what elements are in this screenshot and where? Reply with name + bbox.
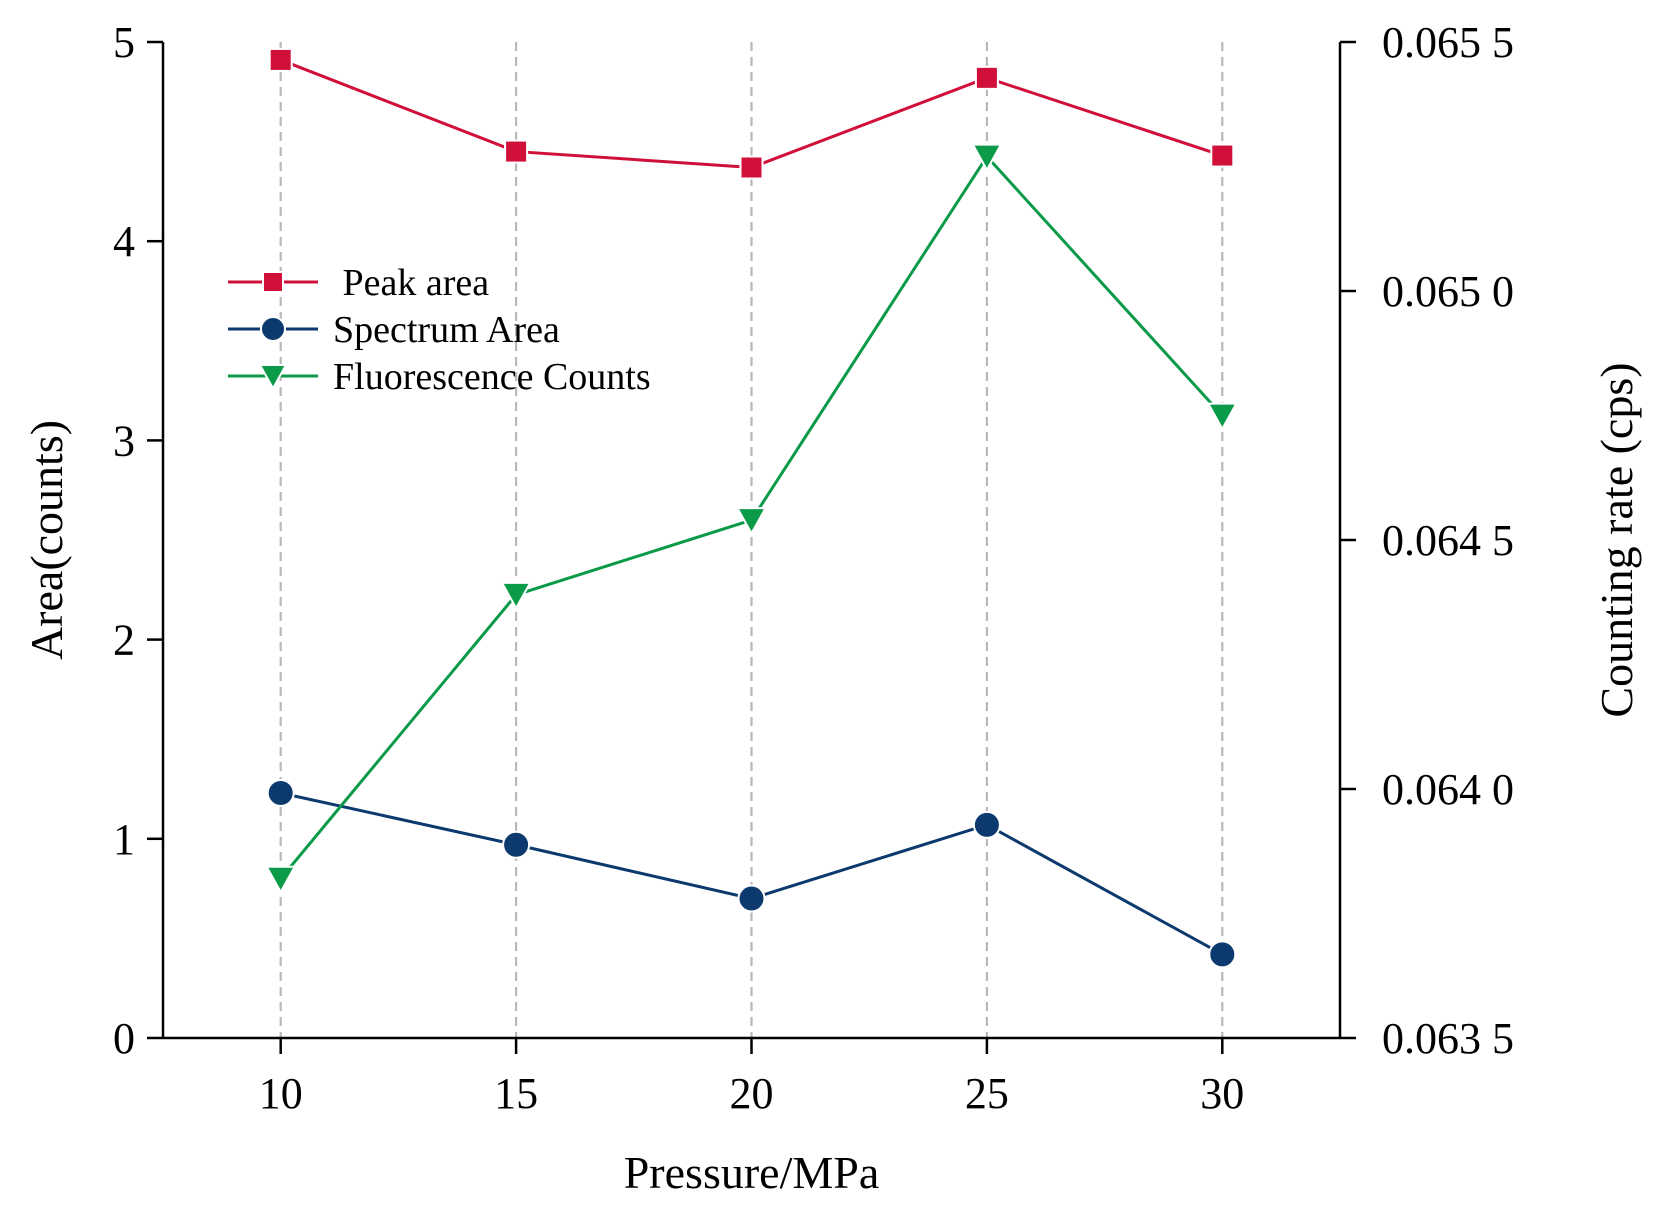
x-tick-label: 30 [1200,1069,1244,1118]
y-left-tick-label: 1 [113,815,135,864]
y-axis-right-title: Counting rate (cps) [1591,362,1642,717]
marker-square [262,271,284,293]
y-left-tick-label: 4 [113,217,135,266]
axes: 10 15 20 25 30 0 1 2 3 4 5 0.063 5 0.064 0 0.064 5 0.0… [113,18,1514,1118]
y-left-tick-label: 0 [113,1014,135,1063]
marker-circle [737,884,766,913]
x-tick-label: 15 [494,1069,538,1118]
y-left-tick-label: 3 [113,416,135,465]
marker-triangle-down [265,865,297,894]
marker-square [504,139,529,164]
marker-circle [260,316,286,342]
y-left-tick-label: 2 [113,616,135,665]
marker-circle [266,778,295,807]
series-lines [265,47,1238,969]
y-right-tick-label: 0.065 5 [1382,18,1514,67]
legend: Peak area Spectrum Area Fluorescence Count… [228,262,651,398]
legend-label: Peak area [333,262,489,304]
x-tick-label: 10 [259,1069,303,1118]
marker-circle [972,810,1001,839]
marker-triangle-down [971,143,1003,172]
y-right-tick-label: 0.063 5 [1382,1014,1514,1063]
x-tick-label: 20 [730,1069,774,1118]
marker-square [739,155,764,180]
y-right-tick-label: 0.064 0 [1382,765,1514,814]
x-axis-title: Pressure/MPa [624,1147,880,1198]
marker-triangle-down [258,363,288,391]
y-right-tick-label: 0.064 5 [1382,516,1514,565]
y-left-tick-label: 5 [113,18,135,67]
x-tick-label: 25 [965,1069,1009,1118]
marker-triangle-down [500,581,532,611]
y-axis-left-title: Area(counts) [21,420,72,660]
y-right-tick-label: 0.065 0 [1382,267,1514,316]
marker-circle [1208,940,1237,969]
marker-square [974,65,999,90]
legend-label: Spectrum Area [333,309,560,351]
marker-square [1210,143,1235,168]
marker-triangle-down [1206,402,1238,431]
marker-square [268,47,293,72]
legend-label: Fluorescence Counts [333,356,651,398]
marker-circle [502,830,531,859]
marker-triangle-down [735,507,768,536]
